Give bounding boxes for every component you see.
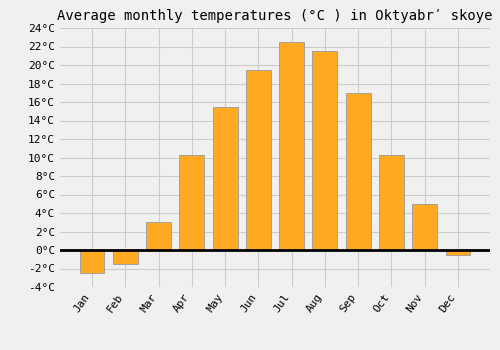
Bar — [113, 250, 138, 264]
Title: Average monthly temperatures (°C ) in Oktyabrʹ skoye: Average monthly temperatures (°C ) in Ok… — [57, 9, 493, 23]
Bar — [212, 107, 238, 250]
Bar — [246, 70, 271, 250]
Bar — [379, 155, 404, 250]
Bar — [412, 204, 437, 250]
Bar — [180, 155, 204, 250]
Bar — [346, 93, 370, 250]
Bar — [312, 51, 338, 250]
Bar — [146, 222, 171, 250]
Bar — [279, 42, 304, 250]
Bar — [80, 250, 104, 273]
Bar — [446, 250, 470, 255]
